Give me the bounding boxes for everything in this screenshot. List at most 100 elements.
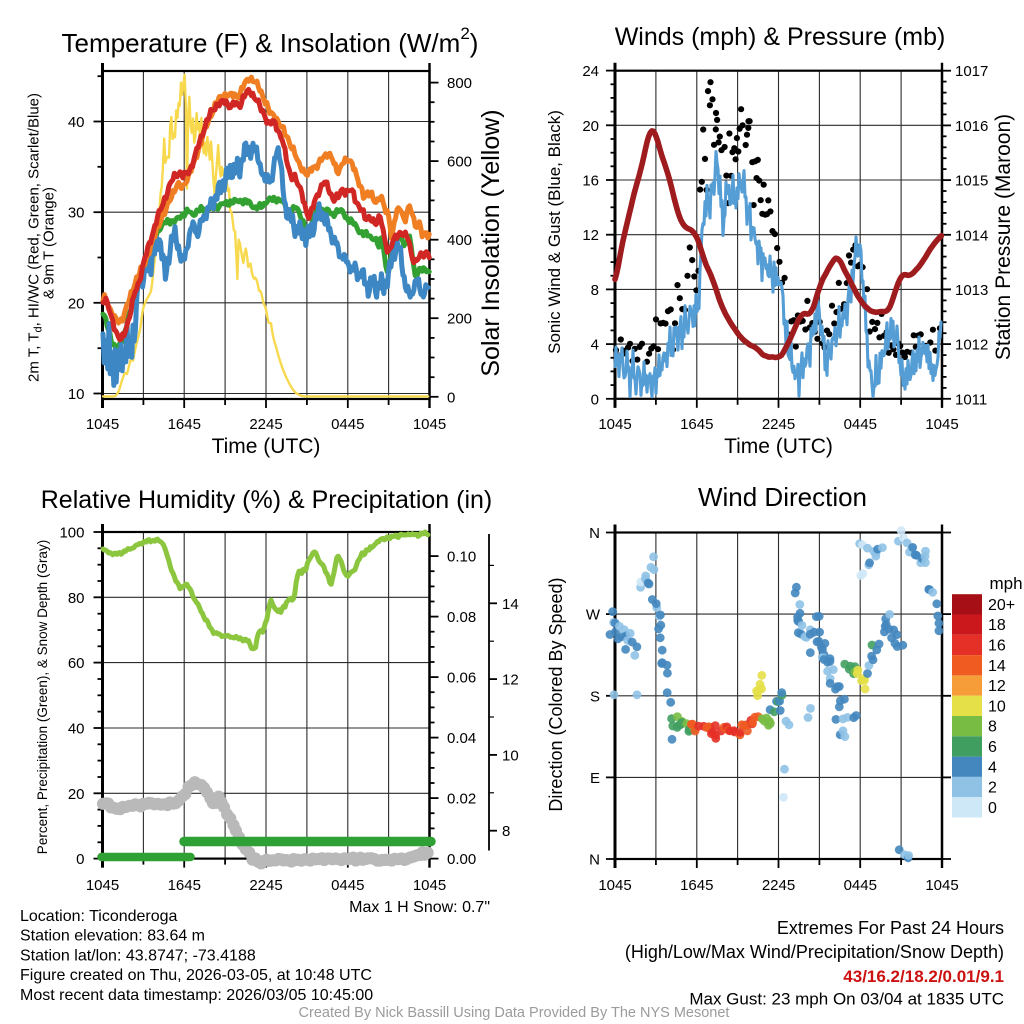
svg-text:1645: 1645 — [680, 877, 713, 894]
svg-text:4: 4 — [988, 759, 997, 776]
svg-text:43/16.2/18.2/0.01/9.1: 43/16.2/18.2/0.01/9.1 — [843, 967, 1004, 986]
svg-text:20+: 20+ — [988, 597, 1015, 614]
svg-text:8: 8 — [591, 282, 599, 299]
svg-text:Figure created on Thu, 2026-03: Figure created on Thu, 2026-03-05, at 10… — [20, 967, 372, 984]
svg-text:& 9m T (Orange): & 9m T (Orange) — [41, 187, 58, 299]
svg-text:20: 20 — [68, 786, 85, 803]
svg-text:12: 12 — [582, 227, 599, 244]
svg-text:Wind Direction: Wind Direction — [698, 482, 867, 512]
svg-text:1045: 1045 — [86, 877, 119, 894]
svg-text:1045: 1045 — [86, 416, 119, 433]
svg-text:1014: 1014 — [955, 227, 988, 244]
svg-text:2245: 2245 — [762, 877, 795, 894]
svg-text:1045: 1045 — [598, 877, 631, 894]
svg-text:20: 20 — [68, 295, 85, 312]
svg-text:14: 14 — [502, 596, 519, 613]
svg-text:20: 20 — [582, 118, 599, 135]
svg-text:N: N — [589, 525, 600, 542]
svg-text:200: 200 — [447, 311, 472, 328]
svg-text:1045: 1045 — [925, 416, 958, 433]
svg-text:1045: 1045 — [413, 877, 446, 894]
svg-text:1645: 1645 — [680, 416, 713, 433]
svg-text:1645: 1645 — [168, 416, 201, 433]
svg-text:Max Gust: 23 mph On 03/04 at 1: Max Gust: 23 mph On 03/04 at 1835 UTC — [689, 989, 1004, 1008]
svg-text:0.08: 0.08 — [447, 609, 476, 626]
svg-text:18: 18 — [988, 617, 1006, 634]
svg-text:Percent, Precipitation (Green): Percent, Precipitation (Green), & Snow D… — [35, 540, 50, 854]
svg-text:Sonic Wind & Gust (Blue, Black: Sonic Wind & Gust (Blue, Black) — [545, 110, 564, 354]
svg-text:2245: 2245 — [249, 877, 282, 894]
svg-text:N: N — [589, 852, 600, 869]
svg-text:0: 0 — [447, 389, 455, 406]
svg-text:Station elevation: 83.64 m: Station elevation: 83.64 m — [20, 928, 205, 945]
svg-text:Solar Insolation (Yellow): Solar Insolation (Yellow) — [477, 109, 505, 376]
svg-text:0445: 0445 — [844, 877, 877, 894]
svg-text:Location: Ticonderoga: Location: Ticonderoga — [20, 908, 178, 925]
svg-text:0445: 0445 — [331, 877, 364, 894]
svg-text:0: 0 — [988, 800, 997, 817]
svg-text:W: W — [586, 607, 601, 624]
svg-text:2: 2 — [988, 780, 997, 797]
svg-text:600: 600 — [447, 154, 472, 171]
svg-text:12: 12 — [502, 672, 519, 689]
svg-text:14: 14 — [988, 658, 1006, 675]
svg-text:1013: 1013 — [955, 282, 988, 299]
svg-text:Extremes For Past 24 Hours: Extremes For Past 24 Hours — [777, 918, 1004, 938]
svg-text:30: 30 — [68, 205, 85, 222]
svg-text:0.10: 0.10 — [447, 549, 476, 566]
svg-text:1045: 1045 — [598, 416, 631, 433]
svg-text:0: 0 — [591, 391, 599, 408]
svg-text:mph: mph — [989, 574, 1022, 593]
svg-text:S: S — [590, 688, 600, 705]
svg-text:Station Pressure (Maroon): Station Pressure (Maroon) — [992, 114, 1015, 360]
svg-text:Winds (mph) & Pressure (mb): Winds (mph) & Pressure (mb) — [615, 23, 946, 51]
svg-text:10: 10 — [988, 698, 1006, 715]
svg-text:1015: 1015 — [955, 173, 988, 190]
svg-text:0445: 0445 — [844, 416, 877, 433]
svg-text:0.06: 0.06 — [447, 670, 476, 687]
svg-text:16: 16 — [988, 637, 1006, 654]
svg-text:10: 10 — [502, 747, 519, 764]
svg-text:0: 0 — [76, 851, 84, 868]
svg-text:Temperature (F) & Insolation (: Temperature (F) & Insolation (W/m2) — [62, 24, 479, 58]
svg-text:2245: 2245 — [762, 416, 795, 433]
svg-text:(High/Low/Max Wind/Precipitati: (High/Low/Max Wind/Precipitation/Snow De… — [625, 942, 1004, 962]
svg-text:0.00: 0.00 — [447, 851, 476, 868]
svg-text:6: 6 — [988, 739, 997, 756]
svg-text:0.02: 0.02 — [447, 791, 476, 808]
svg-text:0.04: 0.04 — [447, 730, 476, 747]
svg-text:1645: 1645 — [168, 877, 201, 894]
svg-text:1011: 1011 — [955, 391, 987, 408]
svg-text:Max 1 H Snow: 0.7": Max 1 H Snow: 0.7" — [349, 899, 490, 916]
svg-text:60: 60 — [68, 655, 85, 672]
svg-text:Station lat/lon: 43.8747; -73.: Station lat/lon: 43.8747; -73.4188 — [20, 947, 256, 964]
svg-text:40: 40 — [68, 720, 85, 737]
svg-text:8: 8 — [502, 823, 510, 840]
svg-text:Time (UTC): Time (UTC) — [724, 435, 833, 458]
svg-text:16: 16 — [582, 173, 599, 190]
svg-text:1045: 1045 — [413, 416, 446, 433]
svg-text:Time (UTC): Time (UTC) — [212, 435, 321, 458]
svg-text:2m T, Td, HI/WC (Red, Green, S: 2m T, Td, HI/WC (Red, Green, Scarlet/Blu… — [26, 93, 45, 382]
svg-text:100: 100 — [59, 525, 84, 542]
svg-text:1017: 1017 — [955, 63, 988, 80]
svg-text:80: 80 — [68, 590, 85, 607]
svg-text:Direction (Colored By Speed): Direction (Colored By Speed) — [546, 577, 566, 811]
svg-text:1016: 1016 — [955, 118, 988, 135]
svg-text:E: E — [590, 770, 600, 787]
svg-text:800: 800 — [447, 75, 472, 92]
svg-text:12: 12 — [988, 678, 1006, 695]
svg-text:24: 24 — [582, 63, 599, 80]
svg-text:Relative Humidity (%) & Precip: Relative Humidity (%) & Precipitation (i… — [41, 486, 493, 514]
svg-text:8: 8 — [988, 719, 997, 736]
svg-text:Most recent data timestamp: 20: Most recent data timestamp: 2026/03/05 1… — [20, 987, 373, 1004]
svg-text:10: 10 — [68, 386, 85, 403]
svg-text:400: 400 — [447, 232, 472, 249]
svg-text:4: 4 — [591, 337, 599, 354]
svg-text:Created By Nick Bassill Using: Created By Nick Bassill Using Data Provi… — [299, 1005, 730, 1021]
svg-text:40: 40 — [68, 114, 85, 131]
svg-text:2245: 2245 — [249, 416, 282, 433]
svg-text:1045: 1045 — [925, 877, 958, 894]
svg-text:1012: 1012 — [955, 337, 988, 354]
svg-text:0445: 0445 — [331, 416, 364, 433]
